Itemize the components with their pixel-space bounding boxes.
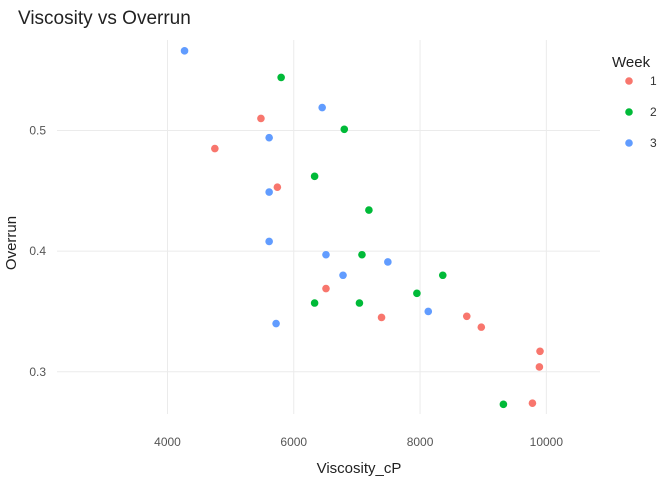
x-tick-label: 6000 bbox=[280, 435, 307, 449]
data-point bbox=[358, 250, 366, 259]
legend-key-1 bbox=[625, 77, 633, 85]
data-point bbox=[424, 307, 433, 316]
chart-title: Viscosity vs Overrun bbox=[18, 8, 191, 29]
x-tick-label: 4000 bbox=[154, 435, 181, 449]
gridlines bbox=[57, 40, 600, 414]
data-point bbox=[340, 125, 349, 134]
data-point bbox=[355, 299, 364, 307]
y-axis-title: Overrun bbox=[3, 216, 20, 270]
series-2 bbox=[277, 73, 508, 409]
legend-label: 1 bbox=[650, 74, 657, 88]
data-point bbox=[499, 400, 508, 409]
data-point bbox=[535, 363, 544, 371]
data-point bbox=[322, 284, 330, 293]
data-point bbox=[265, 133, 273, 142]
data-point bbox=[377, 313, 386, 322]
legend-title: Week bbox=[612, 54, 651, 71]
y-tick-label: 0.5 bbox=[29, 123, 46, 137]
data-point bbox=[257, 114, 265, 123]
data-point bbox=[438, 271, 447, 280]
data-point bbox=[384, 258, 392, 266]
data-point bbox=[277, 73, 285, 82]
data-point bbox=[211, 144, 219, 153]
series-1 bbox=[211, 114, 544, 407]
data-point bbox=[477, 323, 486, 331]
data-point bbox=[536, 347, 544, 356]
x-axis-title: Viscosity_cP bbox=[317, 460, 402, 477]
data-point bbox=[365, 206, 373, 214]
data-point bbox=[528, 399, 537, 407]
tick-labels: 4000 6000 8000 10000 0.3 0.4 0.5 bbox=[29, 123, 563, 449]
data-points bbox=[180, 47, 544, 409]
data-point bbox=[265, 237, 273, 246]
data-point bbox=[310, 172, 319, 181]
data-point bbox=[273, 183, 282, 191]
legend-key-2 bbox=[625, 108, 633, 116]
y-tick-label: 0.4 bbox=[29, 244, 46, 258]
data-point bbox=[272, 319, 280, 328]
data-point bbox=[322, 250, 330, 259]
data-point bbox=[413, 289, 421, 298]
data-point bbox=[462, 312, 471, 321]
data-point bbox=[310, 299, 319, 307]
legend: Week 1 2 3 bbox=[612, 54, 657, 150]
legend-label: 2 bbox=[650, 105, 657, 119]
data-point bbox=[318, 103, 326, 112]
data-point bbox=[180, 47, 189, 55]
x-tick-label: 8000 bbox=[407, 435, 434, 449]
series-3 bbox=[180, 47, 433, 328]
x-tick-label: 10000 bbox=[530, 435, 564, 449]
data-point bbox=[265, 188, 273, 196]
data-point bbox=[339, 271, 347, 280]
y-tick-label: 0.3 bbox=[29, 365, 46, 379]
legend-label: 3 bbox=[650, 136, 657, 150]
legend-key-3 bbox=[625, 139, 633, 147]
